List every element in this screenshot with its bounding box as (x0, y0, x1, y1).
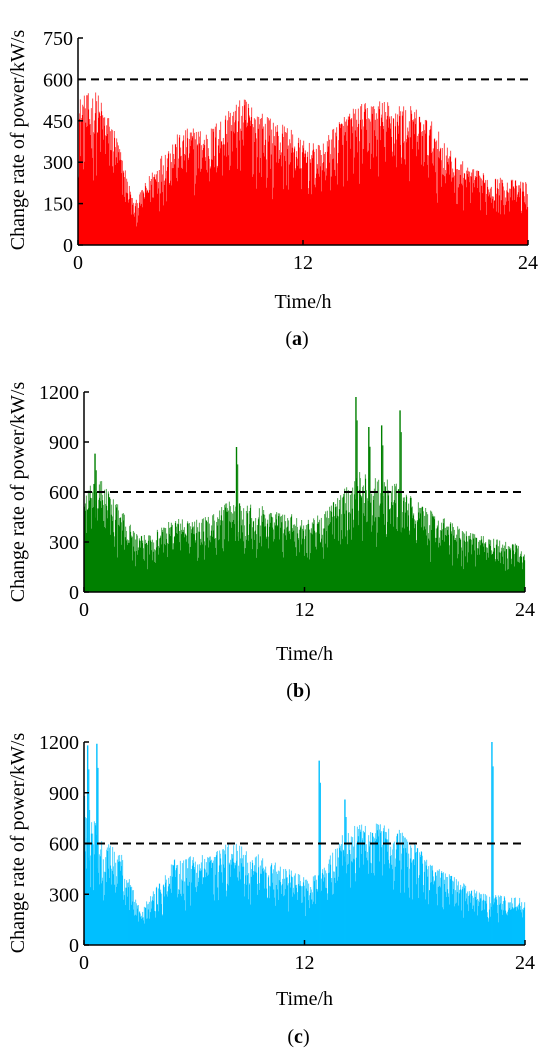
panel-caption: (c) (287, 1026, 309, 1048)
x-tick-label: 12 (295, 952, 315, 974)
y-tick-label: 0 (69, 582, 79, 604)
x-tick-label: 24 (515, 599, 535, 621)
x-tick-label: 24 (515, 952, 535, 974)
y-axis-title: Change rate of power/kW/s (7, 382, 29, 603)
panel-caption-letter: b (293, 680, 304, 702)
y-tick-label: 450 (43, 111, 73, 133)
x-tick-label: 12 (293, 252, 313, 274)
x-tick-label: 24 (518, 252, 538, 274)
x-tick-label: 0 (73, 252, 83, 274)
series-bars (77, 92, 529, 245)
series-bars (83, 796, 526, 945)
x-axis-title: Time/h (274, 291, 331, 313)
panel-caption-letter: c (294, 1026, 303, 1048)
chart-panel-a: 0 150 300 450 600 750 0 12 24 Change rate of powe… (7, 28, 538, 350)
y-tick-label: 1200 (39, 732, 79, 754)
chart-panel-b: 0 300 600 900 1200 0 12 24 Change rate of power/… (7, 382, 535, 702)
chart-panel-c: 0 300 600 900 1200 0 12 24 Change rate of power/… (7, 732, 535, 1048)
panel-caption: (a) (285, 328, 308, 350)
y-tick-label: 0 (69, 935, 79, 957)
series-bars (83, 472, 526, 592)
y-tick-label: 600 (49, 482, 79, 504)
y-tick-label: 300 (49, 884, 79, 906)
y-tick-label: 150 (43, 194, 73, 216)
x-tick-label: 12 (295, 599, 315, 621)
y-tick-label: 600 (49, 834, 79, 856)
x-tick-label: 0 (79, 599, 89, 621)
x-tick-label: 0 (79, 952, 89, 974)
y-tick-label: 300 (49, 532, 79, 554)
y-tick-label: 300 (43, 152, 73, 174)
y-axis-title: Change rate of power/kW/s (7, 733, 29, 954)
y-tick-label: 600 (43, 69, 73, 91)
y-axis-title: Change rate of power/kW/s (7, 30, 29, 251)
y-tick-label: 0 (63, 235, 73, 257)
y-tick-label: 1200 (39, 382, 79, 404)
y-tick-label: 750 (43, 28, 73, 50)
panel-caption-letter: a (292, 328, 302, 350)
y-tick-label: 900 (49, 432, 79, 454)
y-tick-label: 900 (49, 783, 79, 805)
panel-caption: (b) (286, 680, 310, 702)
x-axis-title: Time/h (276, 643, 333, 665)
x-axis-title: Time/h (276, 988, 333, 1010)
